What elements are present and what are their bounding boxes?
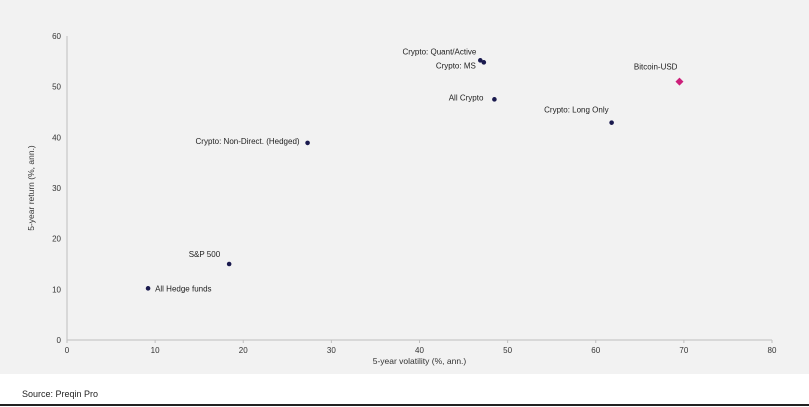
x-tick-label: 80 <box>768 346 777 355</box>
y-tick-label: 60 <box>52 32 61 41</box>
x-tick-label: 60 <box>591 346 600 355</box>
y-tick-label: 30 <box>52 184 61 193</box>
x-axis-label: 5-year volatility (%, ann.) <box>373 356 467 366</box>
data-point-label: All Crypto <box>449 93 484 102</box>
data-point <box>478 58 483 63</box>
y-tick-label: 50 <box>52 83 61 92</box>
y-tick-label: 20 <box>52 235 61 244</box>
x-tick-label: 70 <box>679 346 688 355</box>
data-point-label: Bitcoin-USD <box>634 63 678 72</box>
y-axis-label: 5-year return (%, ann.) <box>26 145 36 231</box>
source-note: Source: Preqin Pro <box>22 389 99 399</box>
x-tick-label: 50 <box>503 346 512 355</box>
data-point <box>305 140 310 146</box>
data-point <box>492 97 497 102</box>
y-tick-label: 0 <box>57 336 62 345</box>
x-tick-label: 20 <box>239 346 248 355</box>
x-tick-label: 30 <box>327 346 336 355</box>
data-point <box>609 120 614 125</box>
x-tick-label: 40 <box>415 346 424 355</box>
data-point-label: Crypto: MS <box>436 61 476 70</box>
data-point <box>481 60 487 65</box>
axes <box>66 36 773 343</box>
y-tick-labels: 0 10 20 30 40 50 60 <box>52 32 61 345</box>
x-tick-label: 0 <box>65 346 70 355</box>
data-point-label: All Hedge funds <box>155 284 211 293</box>
point-labels: Crypto: Quant/Active Crypto: MS Bitcoin-US… <box>155 47 678 293</box>
data-point-label: Crypto: Quant/Active <box>402 47 476 56</box>
x-tick-labels: 0 10 20 30 40 50 60 70 80 <box>65 346 777 355</box>
data-point-label: Crypto: Non-Direct. (Hedged) <box>196 137 300 146</box>
bottom-divider <box>0 404 809 406</box>
data-points <box>145 58 684 291</box>
y-tick-label: 10 <box>52 285 61 294</box>
data-point-bitcoin-usd <box>675 77 684 86</box>
data-point-label: S&P 500 <box>189 250 221 259</box>
data-point <box>145 286 151 291</box>
chart-area: 0 10 20 30 40 50 60 0 10 20 30 40 50 60 70 80 Crypto: … <box>0 0 809 374</box>
data-point-label: Crypto: Long Only <box>544 106 608 115</box>
y-tick-label: 40 <box>52 133 61 142</box>
x-tick-label: 10 <box>151 346 160 355</box>
data-point <box>226 261 232 267</box>
scatter-chart: 0 10 20 30 40 50 60 0 10 20 30 40 50 60 70 80 Crypto: … <box>26 32 777 366</box>
